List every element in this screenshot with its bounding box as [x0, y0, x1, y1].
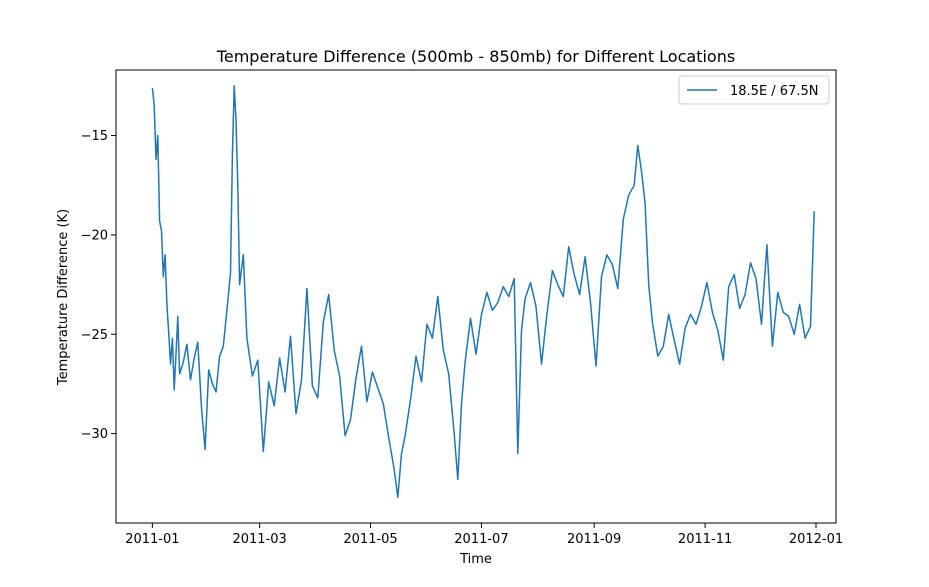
x-tick-label: 2011-07	[454, 532, 508, 547]
x-tick-label: 2011-11	[678, 532, 732, 547]
x-tick-label: 2011-01	[125, 532, 179, 547]
y-tick-label: −30	[81, 427, 108, 442]
plot-area	[115, 69, 837, 524]
x-tick-label: 2011-03	[232, 532, 286, 547]
x-tick-label: 2011-09	[567, 532, 621, 547]
y-tick-label: −15	[81, 129, 108, 144]
x-tick-label: 2011-05	[343, 532, 397, 547]
legend-label: 18.5E / 67.5N	[730, 84, 818, 99]
legend-box	[678, 75, 830, 105]
chart-title: Temperature Difference (500mb - 850mb) f…	[216, 47, 735, 66]
y-tick-label: −20	[81, 228, 108, 243]
y-axis: −30 −25 −20 −15	[81, 129, 116, 442]
y-axis-label: Temperature Difference (K)	[56, 209, 71, 386]
y-tick-label: −25	[81, 328, 108, 343]
legend: 18.5E / 67.5N	[678, 75, 830, 105]
series-line-18-5e-67-5n	[151, 85, 815, 498]
x-axis-label: Time	[459, 552, 492, 567]
x-axis: 2011-01 2011-03 2011-05 2011-07 2011-09 2011-…	[125, 523, 843, 547]
plot-frame	[115, 69, 837, 524]
x-tick-label: 2012-01	[789, 532, 843, 547]
